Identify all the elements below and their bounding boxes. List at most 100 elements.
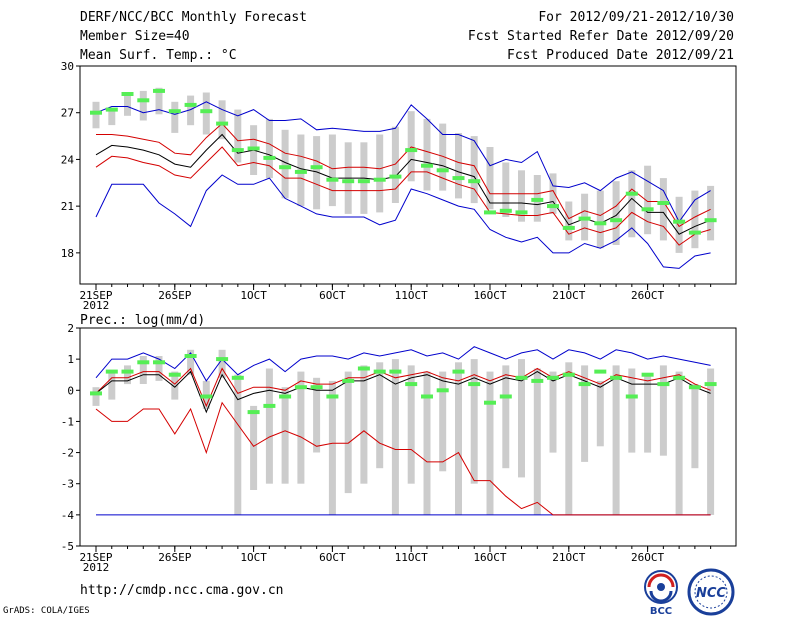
observed-marker (547, 204, 559, 209)
spread-box (265, 368, 273, 484)
spread-box (455, 362, 462, 515)
spread-box (659, 178, 667, 241)
spread-box (139, 90, 147, 121)
observed-marker (625, 191, 638, 196)
y-tick-label: 18 (61, 247, 74, 260)
spread-box (549, 371, 557, 453)
observed-marker (326, 177, 339, 182)
observed-marker (279, 394, 292, 399)
y-tick-label: -4 (61, 509, 75, 522)
spread-box (265, 118, 273, 179)
y-tick-label: 0 (67, 384, 74, 397)
spread-box (218, 100, 226, 140)
observed-marker (421, 163, 433, 168)
observed-marker (200, 109, 213, 114)
observed-marker (200, 394, 213, 399)
observed-marker (373, 369, 386, 374)
x-tick-label: 26SEP (158, 289, 191, 302)
observed-marker (421, 394, 433, 399)
spread-box (124, 95, 131, 116)
ncc-logo: NCC (687, 568, 735, 616)
x-tick-label: 16OCT (473, 551, 506, 564)
inner-low-line (95, 401, 711, 516)
observed-marker (562, 225, 575, 230)
spread-box (281, 387, 289, 484)
spread-box (470, 359, 478, 484)
observed-marker (90, 391, 102, 396)
observed-marker (436, 168, 449, 173)
spread-box (344, 371, 352, 494)
grads-credit: GrADS: COLA/IGES (3, 606, 90, 616)
spread-box (376, 362, 384, 469)
bcc-logo: BCC (644, 570, 678, 617)
outer-low-line (95, 174, 711, 269)
observed-marker (231, 148, 244, 153)
ensemble-mean-line (95, 133, 711, 235)
member-size: Member Size=40 (80, 29, 190, 44)
observed-marker (153, 88, 165, 93)
spread-box (470, 136, 478, 204)
observed-marker (610, 218, 623, 223)
observed-marker (436, 388, 449, 393)
observed-marker (294, 385, 307, 390)
observed-marker (279, 165, 292, 170)
spread-box (596, 190, 604, 249)
spread-box (486, 371, 494, 515)
spread-box (171, 101, 179, 133)
observed-marker (641, 207, 654, 212)
spread-box (486, 147, 494, 210)
x-tick-label: 6OCT (319, 289, 346, 302)
spread-box (707, 185, 715, 241)
refer-date: Fcst Started Refer Date 2012/09/20 (467, 29, 734, 44)
observed-marker (657, 201, 670, 205)
spread-box (423, 371, 431, 515)
observed-marker (389, 174, 402, 179)
spread-box (628, 368, 636, 453)
footer-url[interactable]: http://cmdp.ncc.cma.gov.cn (80, 583, 284, 598)
spread-box (502, 365, 510, 469)
y-tick-label: -5 (61, 540, 74, 553)
observed-marker (105, 369, 118, 374)
observed-marker (673, 375, 686, 380)
y-tick-label: 24 (61, 153, 75, 166)
spread-box (187, 95, 195, 126)
x-tick-label: 1OCT (240, 551, 267, 564)
observed-marker (168, 109, 181, 114)
observed-marker (310, 385, 323, 390)
observed-marker (499, 394, 512, 399)
spread-box (565, 201, 573, 241)
observed-marker (90, 110, 102, 115)
spread-box (328, 134, 336, 207)
observed-marker (673, 219, 686, 224)
observed-marker (247, 146, 260, 151)
forecast-period: For 2012/09/21-2012/10/30 (538, 10, 734, 25)
observed-marker (688, 385, 701, 390)
spread-box (155, 356, 163, 381)
observed-marker (468, 179, 481, 184)
spread-box (187, 349, 195, 375)
observed-marker (137, 98, 150, 103)
y-tick-label: 1 (67, 353, 74, 366)
spread-box (360, 365, 368, 484)
spread-box (313, 377, 321, 453)
variable-label: Mean Surf. Temp.: °C (80, 48, 237, 63)
precip-title: Prec.: log(mm/d) (80, 313, 205, 328)
x-tick-label: 21SEP (79, 289, 112, 302)
spread-box (644, 374, 652, 453)
y-tick-label: 30 (61, 60, 74, 73)
spread-box (297, 371, 305, 484)
spread-box (234, 374, 242, 515)
observed-marker (247, 410, 260, 415)
spread-box (391, 359, 399, 515)
spread-box (596, 380, 604, 447)
x-tick-label: 11OCT (395, 551, 428, 564)
spread-box (139, 356, 147, 384)
spread-box (281, 129, 289, 199)
y-tick-label: -1 (61, 415, 74, 428)
produced-date: Fcst Produced Date 2012/09/21 (507, 48, 734, 63)
spread-box (675, 196, 683, 253)
outer-high-line (95, 346, 711, 382)
